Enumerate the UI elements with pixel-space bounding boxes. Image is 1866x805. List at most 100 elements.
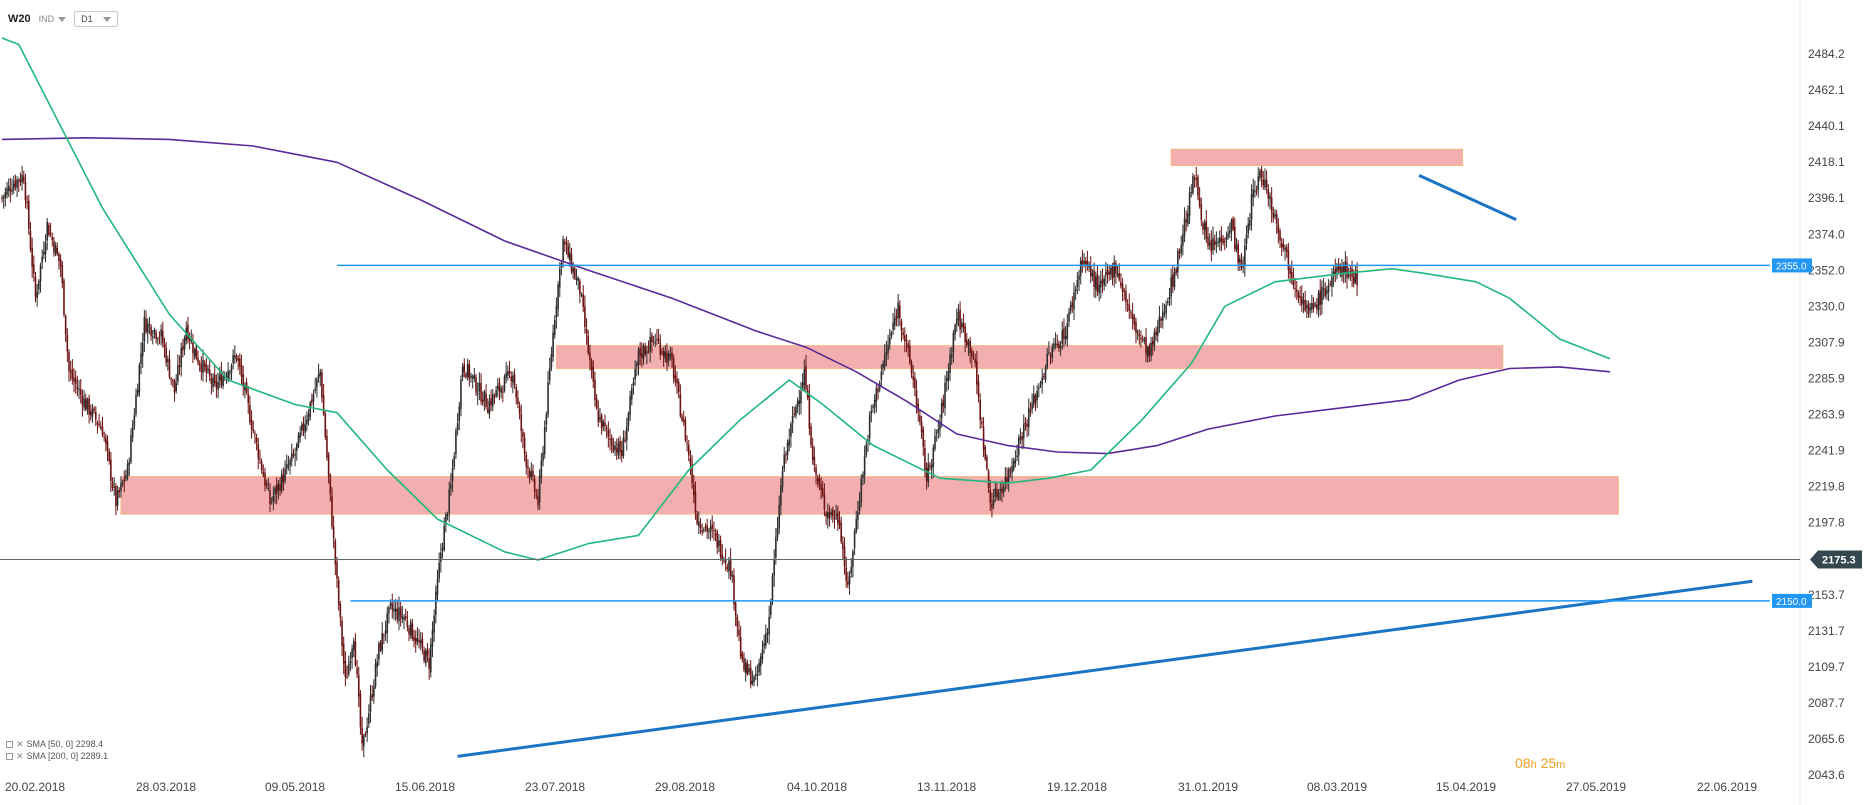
- candle[interactable]: [689, 449, 692, 476]
- candle[interactable]: [1096, 265, 1099, 296]
- candle[interactable]: [754, 666, 757, 681]
- candle[interactable]: [1217, 237, 1219, 248]
- candle[interactable]: [136, 383, 139, 397]
- candle[interactable]: [436, 569, 439, 601]
- candle[interactable]: [604, 414, 606, 432]
- candle[interactable]: [555, 297, 558, 329]
- candle[interactable]: [130, 428, 132, 464]
- candle[interactable]: [736, 614, 739, 637]
- candle[interactable]: [234, 345, 236, 365]
- candle[interactable]: [274, 485, 276, 504]
- candle[interactable]: [659, 334, 662, 360]
- candle[interactable]: [311, 393, 313, 407]
- candle[interactable]: [999, 481, 1002, 501]
- candle[interactable]: [438, 552, 440, 583]
- candle[interactable]: [1264, 168, 1266, 191]
- market-selector[interactable]: IND: [39, 14, 67, 24]
- candle[interactable]: [71, 359, 74, 385]
- candle[interactable]: [177, 354, 179, 386]
- candle[interactable]: [1026, 418, 1028, 438]
- candle[interactable]: [198, 360, 201, 372]
- candle[interactable]: [100, 421, 102, 431]
- candle[interactable]: [49, 222, 52, 238]
- candle[interactable]: [356, 659, 358, 679]
- candle[interactable]: [1049, 352, 1052, 365]
- candle[interactable]: [357, 666, 360, 708]
- candle[interactable]: [158, 331, 161, 345]
- candle[interactable]: [282, 467, 285, 492]
- close-icon[interactable]: ✕: [16, 751, 24, 761]
- candle[interactable]: [1148, 343, 1151, 362]
- candle[interactable]: [384, 620, 387, 641]
- candle[interactable]: [820, 477, 822, 500]
- candle[interactable]: [677, 378, 680, 399]
- candle[interactable]: [393, 599, 395, 620]
- candle[interactable]: [1014, 450, 1017, 468]
- candle[interactable]: [703, 527, 705, 534]
- candle[interactable]: [1061, 321, 1064, 350]
- candle[interactable]: [84, 393, 87, 412]
- candle[interactable]: [1203, 219, 1206, 240]
- candle[interactable]: [577, 276, 579, 290]
- candle[interactable]: [902, 327, 904, 340]
- candle[interactable]: [517, 390, 519, 409]
- candle[interactable]: [542, 445, 544, 467]
- candle[interactable]: [610, 434, 613, 454]
- candle[interactable]: [1314, 301, 1316, 308]
- candle[interactable]: [269, 483, 271, 512]
- candle[interactable]: [681, 413, 683, 423]
- candle[interactable]: [404, 608, 407, 622]
- candle[interactable]: [398, 596, 400, 631]
- candle[interactable]: [969, 336, 971, 364]
- candle[interactable]: [1163, 303, 1166, 318]
- candle[interactable]: [126, 459, 129, 481]
- candle[interactable]: [957, 304, 960, 327]
- candle[interactable]: [1255, 185, 1258, 196]
- candle[interactable]: [1038, 382, 1040, 398]
- candle[interactable]: [1073, 282, 1075, 321]
- candle[interactable]: [322, 383, 325, 416]
- candle[interactable]: [470, 372, 472, 383]
- candle[interactable]: [1022, 414, 1025, 449]
- candle[interactable]: [242, 365, 244, 396]
- candle[interactable]: [78, 379, 80, 400]
- candle[interactable]: [991, 492, 993, 518]
- candle[interactable]: [450, 473, 452, 496]
- candle[interactable]: [180, 342, 183, 377]
- candle[interactable]: [790, 421, 792, 448]
- candle[interactable]: [800, 381, 802, 415]
- candle[interactable]: [972, 350, 975, 360]
- candle[interactable]: [1031, 393, 1033, 414]
- candle[interactable]: [1208, 233, 1211, 250]
- candle[interactable]: [6, 181, 8, 199]
- candle[interactable]: [518, 401, 521, 420]
- candle[interactable]: [741, 650, 744, 663]
- candle[interactable]: [527, 459, 529, 478]
- candle[interactable]: [858, 492, 861, 515]
- candle[interactable]: [535, 488, 538, 500]
- candle[interactable]: [510, 371, 512, 388]
- candle[interactable]: [1245, 225, 1248, 251]
- candle[interactable]: [151, 329, 154, 345]
- candle[interactable]: [421, 632, 424, 655]
- candle[interactable]: [1091, 269, 1094, 282]
- candle[interactable]: [235, 353, 238, 363]
- candle[interactable]: [61, 261, 64, 289]
- candle[interactable]: [208, 360, 211, 382]
- candle[interactable]: [994, 482, 997, 503]
- candle[interactable]: [857, 500, 859, 530]
- candle[interactable]: [212, 373, 214, 392]
- candle[interactable]: [203, 360, 206, 372]
- candle[interactable]: [1356, 262, 1358, 297]
- candle[interactable]: [1284, 244, 1286, 261]
- candle[interactable]: [16, 176, 18, 197]
- candle[interactable]: [371, 685, 373, 702]
- candle[interactable]: [558, 262, 561, 298]
- candle[interactable]: [1006, 467, 1008, 490]
- candle[interactable]: [17, 177, 20, 193]
- candle[interactable]: [79, 379, 82, 404]
- candle[interactable]: [713, 521, 715, 541]
- candle[interactable]: [188, 332, 191, 350]
- candle[interactable]: [388, 605, 390, 624]
- candle[interactable]: [835, 504, 837, 521]
